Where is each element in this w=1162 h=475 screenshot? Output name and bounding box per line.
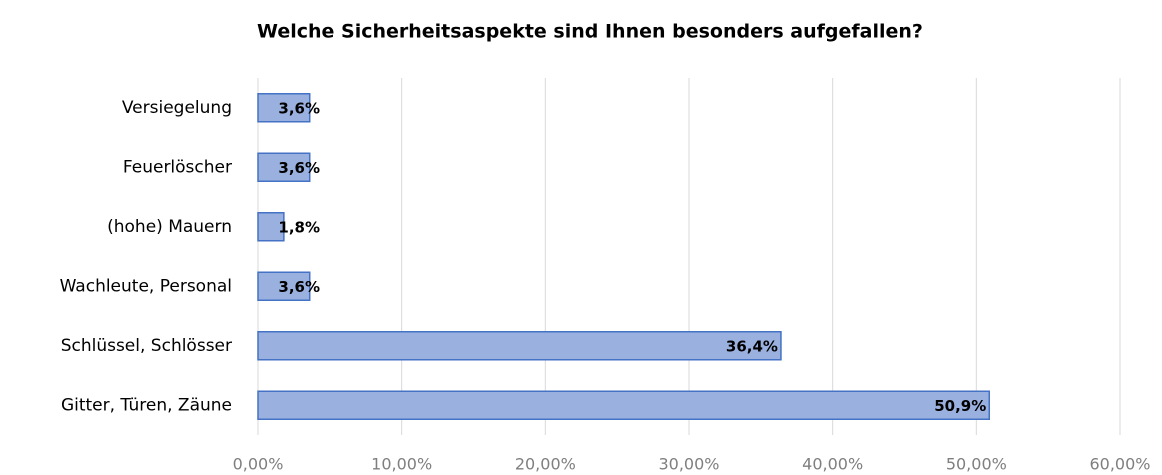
data-label: 1,8% [278, 218, 320, 236]
x-tick-label: 50,00% [946, 455, 1007, 474]
bar [257, 152, 311, 182]
x-tick-label: 0,00% [233, 455, 284, 474]
bar [257, 390, 991, 420]
chart-title: Welche Sicherheitsaspekte sind Ihnen bes… [257, 21, 923, 43]
x-tick-label: 30,00% [658, 455, 719, 474]
x-tick-label: 60,00% [1089, 455, 1150, 474]
x-tick-label: 40,00% [802, 455, 863, 474]
y-tick-label: (hohe) Mauern [107, 217, 232, 237]
y-tick-label: Schlüssel, Schlösser [61, 336, 232, 356]
bar [257, 93, 311, 123]
x-tick-label: 10,00% [371, 455, 432, 474]
data-label: 36,4% [726, 337, 778, 355]
data-label: 3,6% [278, 99, 320, 117]
data-label: 3,6% [278, 278, 320, 296]
x-tick-label: 20,00% [515, 455, 576, 474]
y-tick-label: Gitter, Türen, Zäune [61, 395, 232, 415]
y-tick-label: Versiegelung [122, 98, 232, 118]
bar [257, 271, 311, 301]
bar [257, 331, 782, 361]
data-label: 50,9% [934, 397, 986, 415]
bar [257, 212, 285, 242]
y-tick-label: Wachleute, Personal [60, 276, 232, 296]
data-label: 3,6% [278, 159, 320, 177]
y-tick-label: Feuerlöscher [123, 157, 232, 177]
